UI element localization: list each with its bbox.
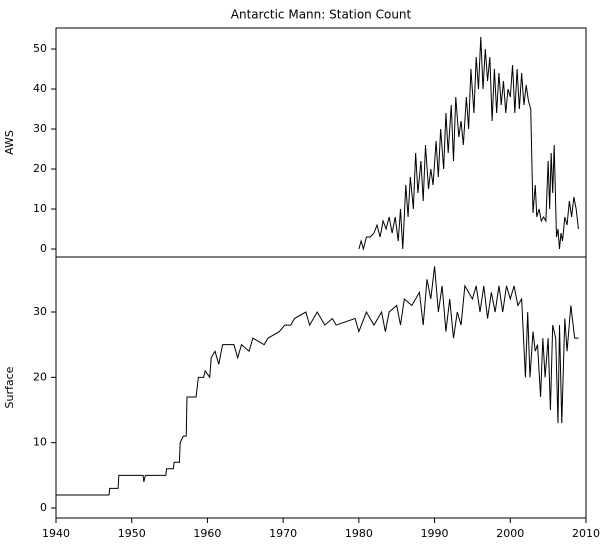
y-axis-label: AWS [3,130,16,155]
x-tick-label: 1970 [269,527,297,540]
x-tick-label: 1960 [193,527,221,540]
data-line [56,266,579,496]
chart-title: Antarctic Mann: Station Count [231,8,412,22]
x-tick-label: 1980 [345,527,373,540]
y-tick-label: 40 [33,82,47,95]
y-tick-label: 20 [33,162,47,175]
y-tick-label: 0 [40,501,47,514]
x-tick-label: 2000 [496,527,524,540]
y-tick-label: 30 [33,305,47,318]
y-tick-label: 50 [33,42,47,55]
y-tick-label: 20 [33,370,47,383]
y-tick-label: 10 [33,436,47,449]
y-tick-label: 30 [33,122,47,135]
y-tick-label: 0 [40,242,47,255]
y-axis-label: Surface [3,366,16,408]
x-tick-label: 1940 [42,527,70,540]
plot-frame [55,27,587,258]
x-tick-label: 1950 [118,527,146,540]
plot-frame [55,256,587,519]
x-tick-label: 1990 [421,527,449,540]
data-line [358,36,579,251]
y-tick-label: 10 [33,202,47,215]
x-tick-label: 2010 [572,527,600,540]
